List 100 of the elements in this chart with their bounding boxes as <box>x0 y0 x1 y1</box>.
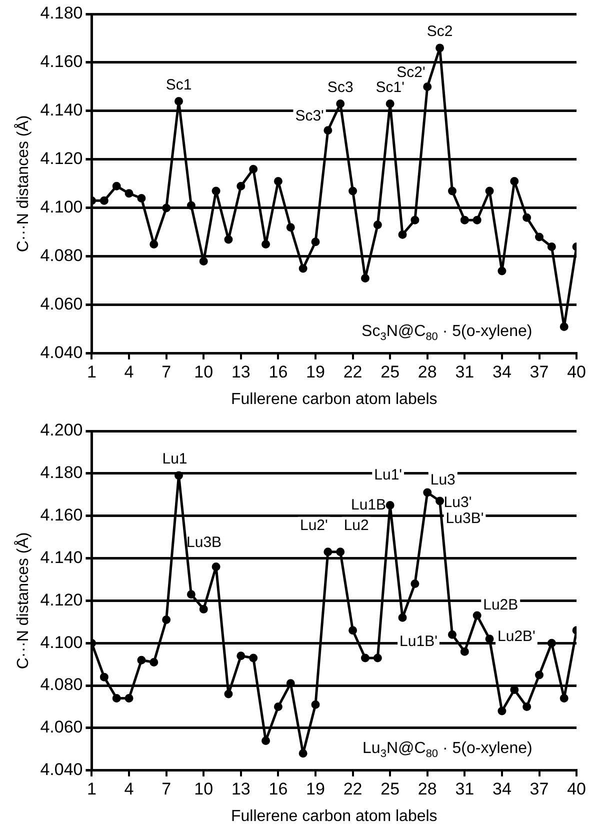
point <box>448 630 456 639</box>
annotation: Sc3 <box>327 78 354 96</box>
point <box>298 264 308 273</box>
point <box>386 500 394 510</box>
y-tick-label: 4.080 <box>40 675 83 694</box>
point <box>324 548 332 556</box>
x-tick-label: 25 <box>380 779 400 798</box>
y-tick-label: 4.060 <box>40 718 83 737</box>
y-tick-label: 4.100 <box>40 632 83 652</box>
point <box>436 496 444 506</box>
y-tick-label: 4.160 <box>40 506 83 525</box>
point <box>186 590 196 599</box>
point <box>348 626 358 635</box>
point <box>249 654 258 662</box>
point <box>286 679 295 688</box>
point <box>423 488 432 497</box>
y-tick-label: 4.040 <box>40 760 83 780</box>
y-tick-label: 4.040 <box>40 343 83 362</box>
annotation: Lu3B <box>186 534 222 551</box>
point <box>485 186 494 196</box>
annotation: Lu3 <box>430 472 456 489</box>
annotation: Lu1' <box>374 466 402 484</box>
point <box>498 706 506 716</box>
point <box>373 654 382 662</box>
x-axis-title: Fullerene carbon atom labels <box>230 390 438 408</box>
y-tick-label: 4.140 <box>40 100 83 120</box>
x-tick-label: 19 <box>306 779 325 798</box>
point <box>324 126 332 135</box>
point <box>100 196 108 205</box>
point <box>547 242 556 251</box>
point <box>547 638 556 648</box>
x-tick-label: 28 <box>418 779 437 798</box>
point <box>262 736 270 745</box>
point <box>398 613 407 622</box>
point <box>224 690 233 698</box>
annotation: Lu2 <box>344 517 369 534</box>
point <box>150 658 158 666</box>
y-tick-label: 4.140 <box>40 548 83 567</box>
point <box>360 654 370 662</box>
point <box>150 240 158 249</box>
point <box>249 164 258 174</box>
point <box>124 694 134 703</box>
annotation: Sc$_{3}$N@C$_{80}$ · 5(o-xylene) <box>360 323 534 344</box>
x-tick-label: 13 <box>231 779 250 798</box>
point <box>398 230 407 239</box>
point <box>174 471 184 480</box>
x-tick-label: 37 <box>530 779 549 798</box>
x-tick-label: 1 <box>87 362 96 382</box>
x-tick-label: 40 <box>567 362 586 382</box>
point <box>212 186 220 196</box>
point <box>199 257 208 266</box>
point <box>311 700 320 709</box>
point <box>100 672 108 682</box>
x-tick-label: 34 <box>492 779 512 798</box>
x-tick-label: 31 <box>455 779 474 798</box>
y-tick-label: 4.080 <box>40 246 83 266</box>
annotation: Lu2B <box>483 596 518 614</box>
annotation: Lu3' <box>444 494 472 512</box>
point <box>348 186 358 196</box>
annotation: Lu3B' <box>446 510 484 528</box>
point <box>186 201 196 210</box>
x-tick-label: 10 <box>194 362 214 382</box>
point <box>162 616 171 624</box>
annotation: Lu1B' <box>400 632 438 650</box>
point <box>336 99 345 108</box>
point <box>423 82 432 91</box>
x-tick-label: 37 <box>530 362 549 382</box>
x-tick-label: 31 <box>455 362 474 382</box>
point <box>386 99 394 108</box>
point <box>510 177 519 186</box>
point <box>236 652 246 660</box>
x-tick-label: 25 <box>380 362 400 382</box>
point <box>199 604 208 614</box>
point <box>448 186 456 196</box>
y-tick-label: 4.180 <box>40 4 83 23</box>
y-axis-title: C···N distances (Å) <box>14 532 32 670</box>
point <box>560 694 568 703</box>
point <box>373 220 382 230</box>
point <box>522 702 532 712</box>
point <box>112 694 121 703</box>
annotation: Sc2 <box>426 23 453 40</box>
point <box>174 97 184 106</box>
x-tick-label: 7 <box>162 779 172 798</box>
point <box>162 204 171 212</box>
point <box>460 216 469 224</box>
x-tick-label: 10 <box>194 779 214 798</box>
point <box>137 194 146 202</box>
point <box>236 182 246 190</box>
point <box>560 322 568 331</box>
point <box>336 548 345 556</box>
annotation: Lu2B' <box>498 628 536 646</box>
annotation: Lu$_{3}$N@C$_{80}$ · 5(o-xylene) <box>362 740 534 761</box>
y-tick-label: 4.100 <box>40 198 83 217</box>
x-tick-label: 7 <box>162 362 172 382</box>
y-tick-label: 4.060 <box>40 294 83 314</box>
x-tick-label: 4 <box>124 779 134 798</box>
point <box>274 702 282 712</box>
point <box>311 238 320 246</box>
x-tick-label: 16 <box>268 779 288 798</box>
point <box>274 177 282 186</box>
